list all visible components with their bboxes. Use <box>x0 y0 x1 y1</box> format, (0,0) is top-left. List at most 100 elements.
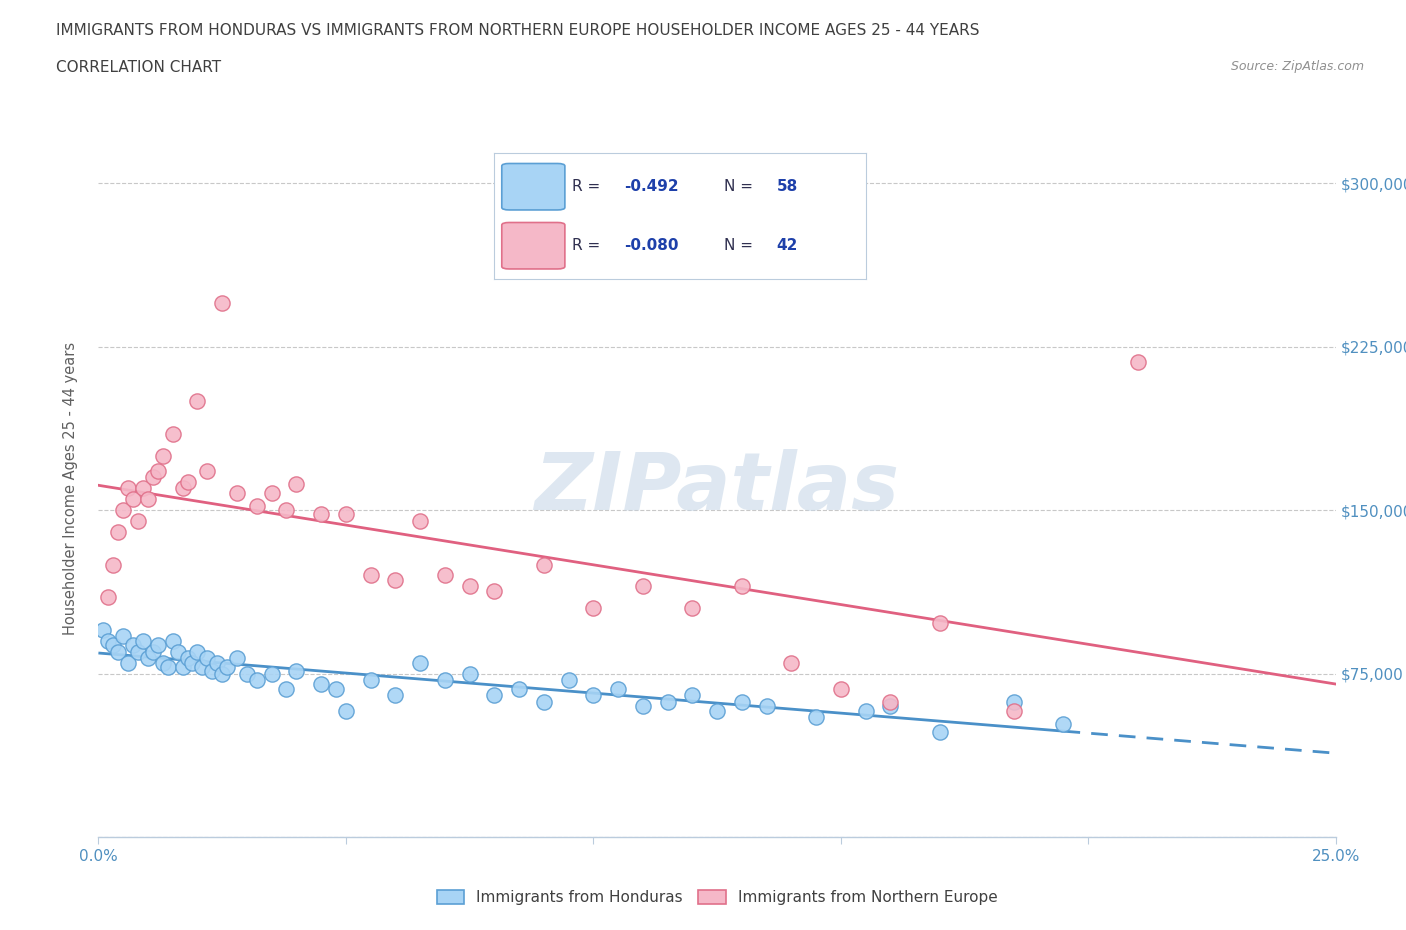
Point <box>260 666 283 681</box>
Point <box>1002 695 1025 710</box>
Point <box>582 601 605 616</box>
Point <box>855 703 877 718</box>
Point <box>127 644 149 659</box>
Point <box>309 507 332 522</box>
Text: CORRELATION CHART: CORRELATION CHART <box>56 60 221 75</box>
Point <box>285 664 308 679</box>
Point <box>276 682 298 697</box>
Text: Source: ZipAtlas.com: Source: ZipAtlas.com <box>1230 60 1364 73</box>
Point <box>246 672 269 687</box>
Point <box>409 513 432 528</box>
Point <box>162 633 184 648</box>
Point <box>533 557 555 572</box>
Point <box>582 688 605 703</box>
Point <box>631 578 654 593</box>
Point <box>201 664 224 679</box>
Point <box>755 698 778 713</box>
Point <box>132 633 155 648</box>
Point <box>107 644 129 659</box>
Y-axis label: Householder Income Ages 25 - 44 years: Householder Income Ages 25 - 44 years <box>63 341 77 635</box>
Point <box>156 659 179 674</box>
Point <box>508 682 530 697</box>
Point <box>172 659 194 674</box>
Point <box>1052 716 1074 731</box>
Point <box>211 666 233 681</box>
Point <box>780 655 803 670</box>
Point <box>136 492 159 507</box>
Point <box>122 492 145 507</box>
Point <box>236 666 259 681</box>
Point <box>533 695 555 710</box>
Point <box>309 677 332 692</box>
Point <box>117 655 139 670</box>
Point <box>107 525 129 539</box>
Point <box>657 695 679 710</box>
Point <box>186 393 208 408</box>
Point <box>142 470 165 485</box>
Point <box>409 655 432 670</box>
Point <box>217 659 239 674</box>
Point <box>112 629 135 644</box>
Point <box>631 698 654 713</box>
Point <box>181 655 204 670</box>
Point <box>136 651 159 666</box>
Point <box>335 703 357 718</box>
Point <box>93 622 115 637</box>
Point <box>152 655 174 670</box>
Point <box>285 476 308 491</box>
Point <box>607 682 630 697</box>
Point <box>162 426 184 441</box>
Point <box>186 644 208 659</box>
Point <box>132 481 155 496</box>
Point <box>928 616 950 631</box>
Point <box>166 644 188 659</box>
Point <box>706 703 728 718</box>
Point <box>557 672 579 687</box>
Point <box>122 638 145 653</box>
Point <box>97 590 120 604</box>
Point <box>276 502 298 517</box>
Point <box>246 498 269 513</box>
Point <box>325 682 347 697</box>
Point <box>384 572 406 587</box>
Point <box>384 688 406 703</box>
Point <box>142 644 165 659</box>
Point <box>260 485 283 500</box>
Point <box>103 638 125 653</box>
Point <box>127 513 149 528</box>
Point <box>484 583 506 598</box>
Point <box>191 659 214 674</box>
Point <box>830 682 852 697</box>
Point <box>172 481 194 496</box>
Point <box>146 638 169 653</box>
Point <box>681 601 703 616</box>
Point <box>176 651 198 666</box>
Text: ZIPatlas: ZIPatlas <box>534 449 900 527</box>
Point <box>879 698 901 713</box>
Point <box>360 672 382 687</box>
Point <box>484 688 506 703</box>
Point <box>433 568 456 583</box>
Point <box>681 688 703 703</box>
Text: IMMIGRANTS FROM HONDURAS VS IMMIGRANTS FROM NORTHERN EUROPE HOUSEHOLDER INCOME A: IMMIGRANTS FROM HONDURAS VS IMMIGRANTS F… <box>56 23 980 38</box>
Point <box>176 474 198 489</box>
Point <box>146 463 169 478</box>
Point <box>928 725 950 740</box>
Point <box>731 578 754 593</box>
Point <box>205 655 228 670</box>
Point <box>458 666 481 681</box>
Point <box>152 448 174 463</box>
Point <box>731 695 754 710</box>
Point <box>433 672 456 687</box>
Point <box>360 568 382 583</box>
Point <box>103 557 125 572</box>
Point <box>335 507 357 522</box>
Point <box>195 463 218 478</box>
Point <box>1002 703 1025 718</box>
Point <box>879 695 901 710</box>
Point <box>804 710 827 724</box>
Legend: Immigrants from Honduras, Immigrants from Northern Europe: Immigrants from Honduras, Immigrants fro… <box>429 883 1005 913</box>
Point <box>1126 354 1149 369</box>
Point <box>458 578 481 593</box>
Point <box>226 651 249 666</box>
